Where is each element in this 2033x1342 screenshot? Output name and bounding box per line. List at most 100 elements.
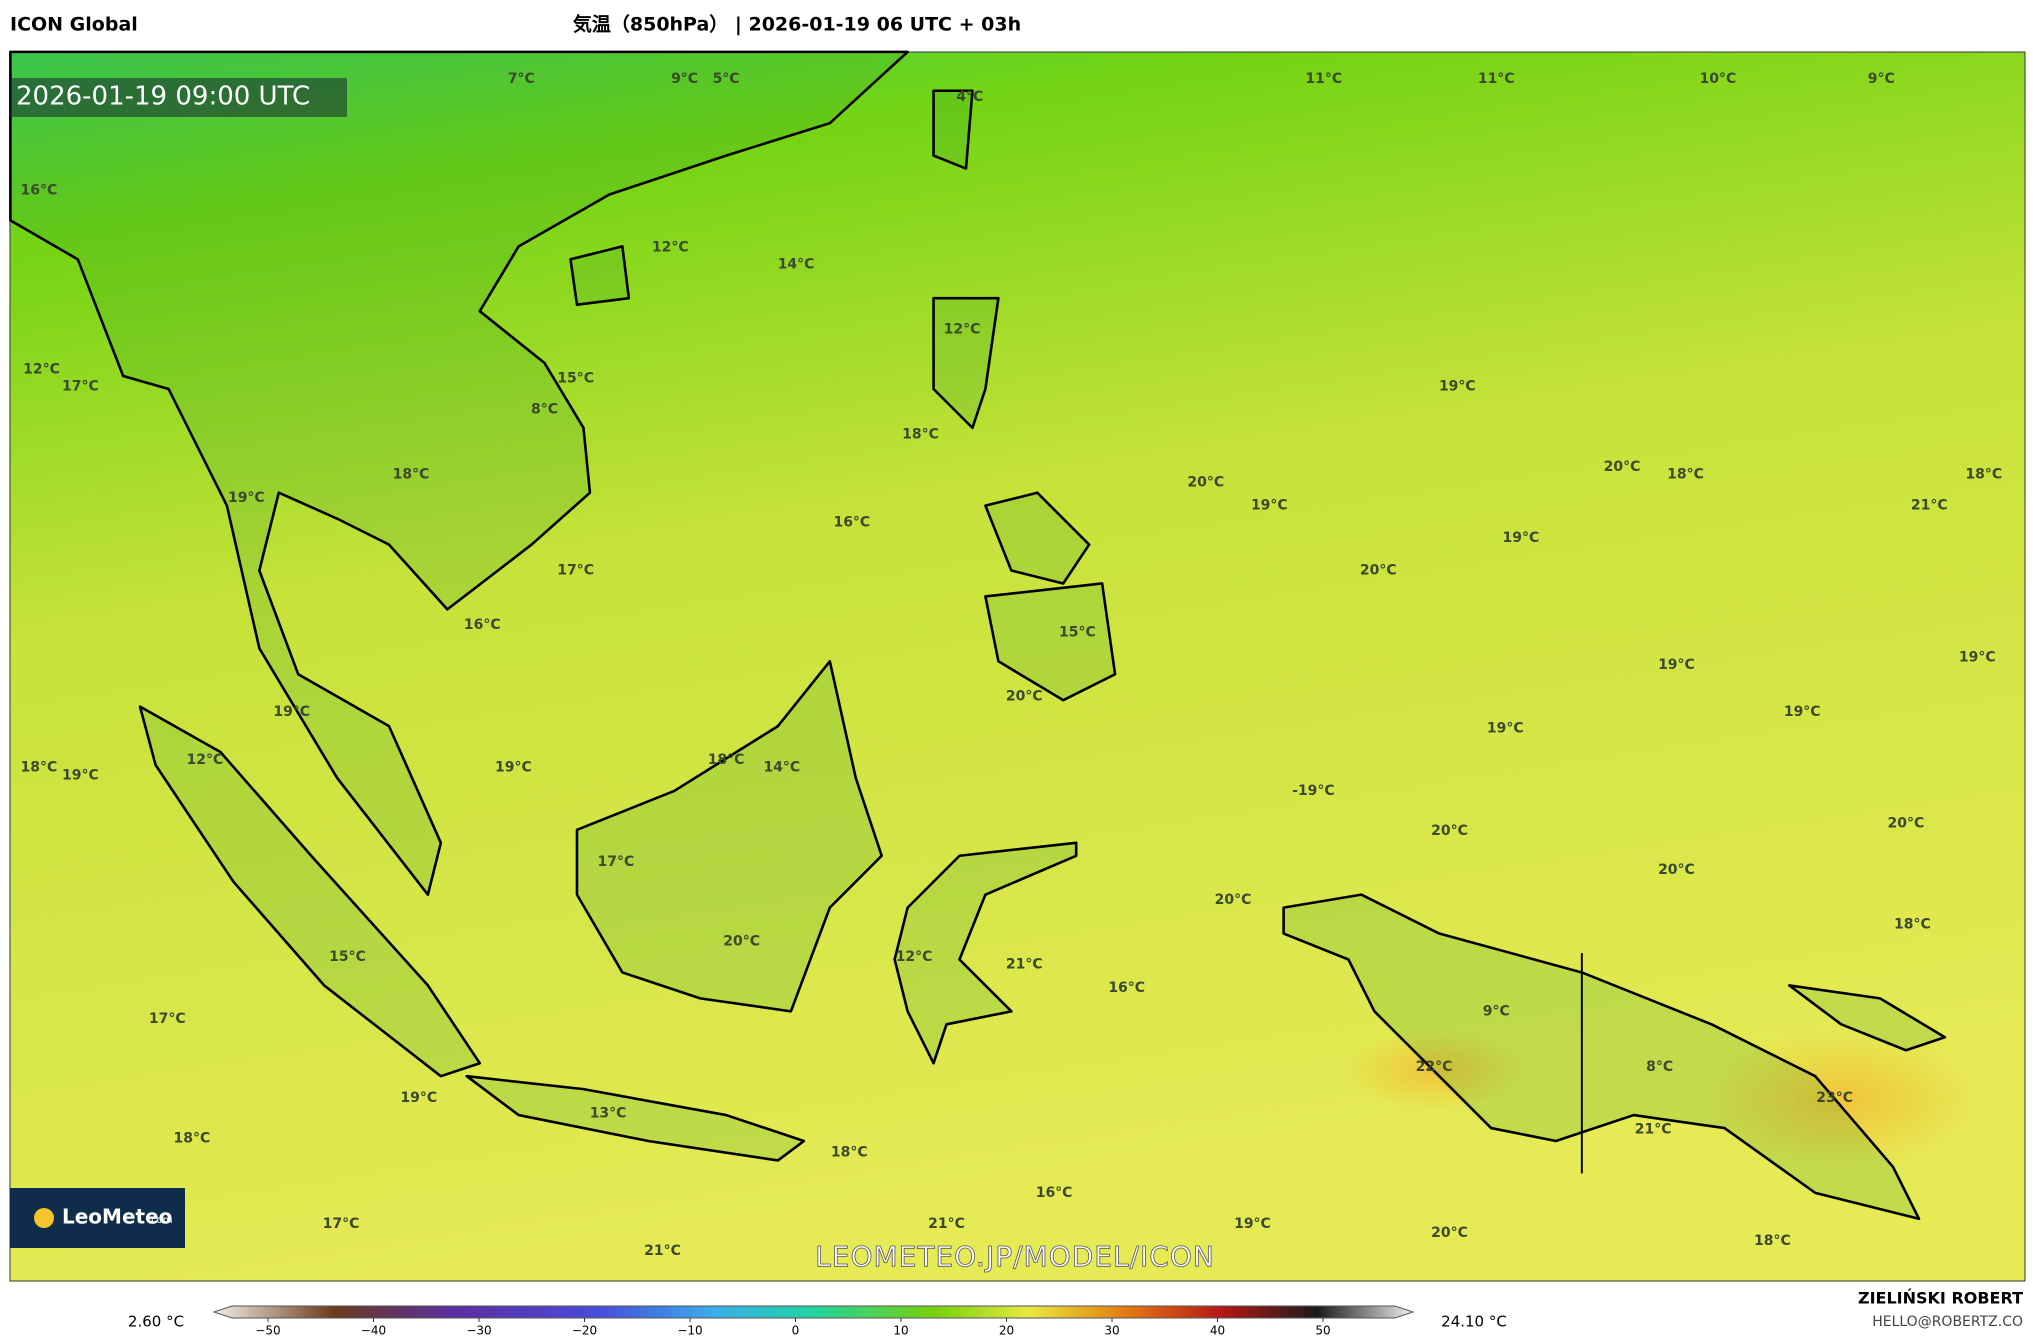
temperature-label: 19°C — [228, 490, 265, 506]
colorbar-tick-label: −50 — [255, 1324, 280, 1338]
java — [465, 1074, 806, 1162]
temperature-label: 8°C — [1646, 1059, 1673, 1075]
watermark: LEOMETEO.JP/MODEL/ICON — [815, 1240, 1215, 1273]
warm-area — [1700, 1030, 1980, 1170]
temperature-label: 20°C — [1888, 815, 1925, 831]
logo-sun — [34, 1208, 54, 1228]
map-background — [9, 51, 2026, 1282]
temperature-label: 19°C — [400, 1090, 437, 1106]
temperature-label: 10°C — [1700, 71, 1737, 87]
temperature-label: 4°C — [956, 89, 983, 105]
temperature-label: 18°C — [1965, 467, 2002, 483]
new-britain — [1788, 984, 1947, 1052]
temperature-label: 21°C — [1911, 498, 1948, 514]
temperature-label: 7°C — [508, 71, 535, 87]
temperature-label: 13°C — [590, 1106, 627, 1122]
temperature-label: 12°C — [23, 362, 60, 378]
colorbar-tick-label: −40 — [361, 1324, 386, 1338]
temperature-label: 20°C — [1431, 1225, 1468, 1241]
colorbar-tick-label: 10 — [893, 1324, 908, 1338]
temperature-label: 19°C — [1234, 1216, 1271, 1232]
temperature-label: 16°C — [21, 183, 58, 199]
colorbar-tick-label: 0 — [792, 1324, 800, 1338]
sumatra — [138, 705, 482, 1078]
temperature-label: 21°C — [1635, 1121, 1672, 1137]
taiwan — [932, 89, 974, 170]
temperature-label: 21°C — [928, 1216, 965, 1232]
temperature-label: 11°C — [1305, 71, 1342, 87]
temperature-label: 15°C — [1059, 625, 1096, 641]
temperature-label: 12°C — [652, 240, 689, 256]
temperature-label: 16°C — [833, 515, 870, 531]
temperature-label: 18°C — [1667, 467, 1704, 483]
visayas — [984, 491, 1091, 585]
temperature-label: 12°C — [186, 752, 223, 768]
temperature-label: 18°C — [1894, 916, 1931, 932]
colorbar-tick-label: −20 — [572, 1324, 597, 1338]
temperature-label: 20°C — [723, 933, 760, 949]
timestamp-box — [10, 78, 347, 117]
temperature-labels: 7°C 9°C 5°C 4°C 11°C 11°C 10°C 9°C 16°C 12°C 14°C 1… — [21, 71, 2003, 1259]
temperature-label: 14°C — [778, 256, 815, 272]
temperature-label: 18°C — [174, 1130, 211, 1146]
logo-suffix: .com — [148, 1215, 173, 1226]
temperature-label: 20°C — [1360, 562, 1397, 578]
temperature-label: 19°C — [495, 760, 532, 776]
warm-area — [1345, 1030, 1525, 1110]
sulawesi — [893, 841, 1078, 1065]
temperature-label: 19°C — [1959, 649, 1996, 665]
temperature-label: 9°C — [1483, 1003, 1510, 1019]
temperature-label: 18°C — [393, 467, 430, 483]
temperature-label: 21°C — [1006, 957, 1043, 973]
temperature-label: 19°C — [62, 767, 99, 783]
temperature-label: 16°C — [464, 617, 501, 633]
temperature-label: 14°C — [763, 760, 800, 776]
temperature-label: 15°C — [557, 371, 594, 387]
temperature-label: 18°C — [831, 1145, 868, 1161]
temperature-label: 18°C — [708, 752, 745, 768]
colorbar-tick-label: −30 — [466, 1324, 491, 1338]
colorbar-tick-label: −10 — [677, 1324, 702, 1338]
temperature-label: 15°C — [329, 949, 366, 965]
colorbar-max: 24.10 °C — [1441, 1313, 1507, 1331]
map: 7°C 9°C 5°C 4°C 11°C 11°C 10°C 9°C 16°C 12°C 14°C 1… — [9, 50, 2026, 1282]
temperature-label: 18°C — [902, 426, 939, 442]
colorbar-min: 2.60 °C — [128, 1313, 184, 1331]
temperature-label: 11°C — [1478, 71, 1515, 87]
temperature-label: 20°C — [1431, 823, 1468, 839]
colorbar-tick-label: 30 — [1104, 1324, 1119, 1338]
temperature-label: 12°C — [896, 949, 933, 965]
temperature-label: 17°C — [323, 1216, 360, 1232]
temperature-label: 19°C — [1439, 378, 1476, 394]
coastlines — [9, 50, 1947, 1221]
luzon — [932, 296, 1000, 430]
temperature-label: -19°C — [1292, 783, 1335, 799]
colorbar-tick-label: 40 — [1210, 1324, 1225, 1338]
temperature-label: 22°C — [1416, 1059, 1453, 1075]
temperature-label: 18°C — [21, 760, 58, 776]
temperature-label: 9°C — [1868, 71, 1895, 87]
temperature-label: 23°C — [1816, 1090, 1853, 1106]
colorbar-ticks: −50 −40 −30 −20 −10 0 10 20 30 40 50 — [255, 1318, 1331, 1338]
colorbar — [212, 1305, 1415, 1319]
temperature-label: 20°C — [1187, 474, 1224, 490]
temperature-label: 20°C — [1604, 459, 1641, 475]
colorbar-tick-label: 50 — [1315, 1324, 1330, 1338]
temperature-label: 16°C — [1036, 1185, 1073, 1201]
title: 気温（850hPa） | 2026-01-19 06 UTC + 03h — [573, 13, 1021, 36]
temperature-label: 5°C — [713, 71, 740, 87]
temperature-label: 12°C — [944, 321, 981, 337]
temperature-label: 16°C — [1108, 980, 1145, 996]
temperature-label: 17°C — [62, 378, 99, 394]
temperature-label: 20°C — [1658, 862, 1695, 878]
temperature-label: 19°C — [1658, 657, 1695, 673]
temperature-label: 17°C — [149, 1011, 186, 1027]
temperature-label: 20°C — [1006, 688, 1043, 704]
colorbar-tick-label: 20 — [999, 1324, 1014, 1338]
timestamp: 2026-01-19 09:00 UTC — [16, 82, 310, 112]
temperature-label: 19°C — [273, 704, 310, 720]
temperature-label: 9°C — [671, 71, 698, 87]
borneo — [575, 659, 883, 1013]
temperature-label: 19°C — [1784, 704, 1821, 720]
